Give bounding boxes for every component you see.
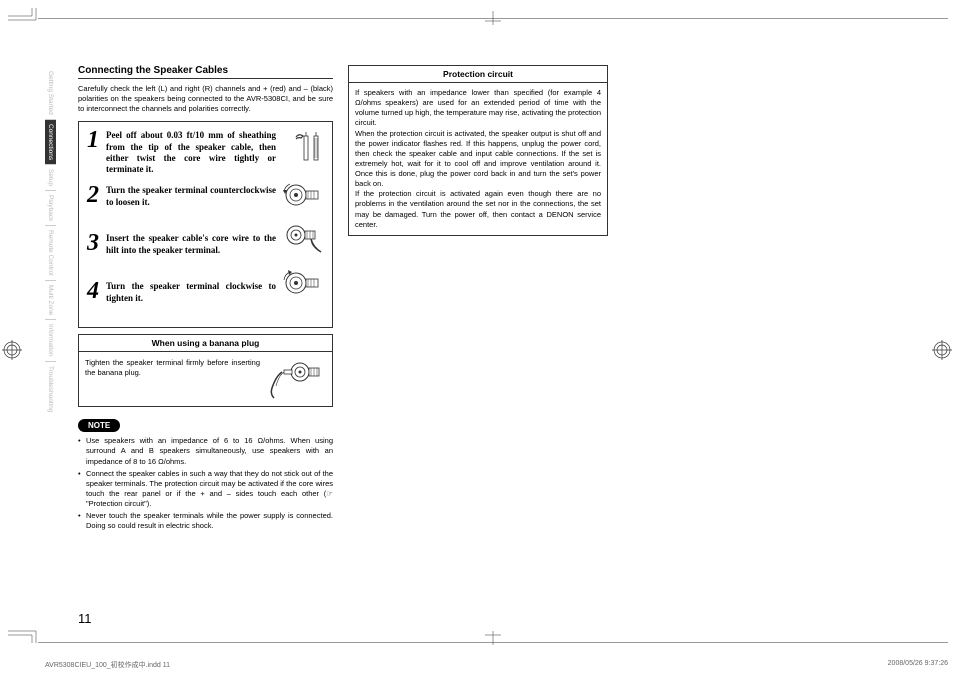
- sidebar-nav: Getting Started Connections Setup Playba…: [45, 67, 59, 459]
- banana-plug-text: Tighten the speaker terminal firmly befo…: [85, 358, 268, 400]
- note-item: Connect the speaker cables in such a way…: [78, 469, 333, 510]
- footer-filename: AVR5308CIEU_100_初校作成中.indd 11: [45, 660, 170, 670]
- content-area: Connecting the Speaker Cables Carefully …: [78, 65, 608, 533]
- note-item: Never touch the speaker terminals while …: [78, 511, 333, 531]
- note-item: Use speakers with an impedance of 6 to 1…: [78, 436, 333, 466]
- steps-box: 1 Peel off about 0.03 ft/10 mm of sheath…: [78, 121, 333, 328]
- section-heading: Connecting the Speaker Cables: [78, 65, 333, 79]
- sidebar-item-remote-control[interactable]: Remote Control: [45, 225, 56, 280]
- banana-plug-icon: [268, 358, 326, 400]
- banana-plug-box: When using a banana plug Tighten the spe…: [78, 334, 333, 407]
- center-mark-top: [485, 11, 501, 30]
- protection-paragraph: If the protection circuit is activated a…: [355, 189, 601, 230]
- sidebar-item-information[interactable]: Information: [45, 319, 56, 361]
- right-column: Protection circuit If speakers with an i…: [348, 65, 608, 236]
- note-list: Use speakers with an impedance of 6 to 1…: [78, 436, 333, 531]
- footer-timestamp: 2008/05/26 9:37:26: [888, 660, 948, 670]
- footer: AVR5308CIEU_100_初校作成中.indd 11 2008/05/26…: [45, 660, 948, 670]
- banana-plug-title: When using a banana plug: [79, 335, 332, 352]
- protection-circuit-text: If speakers with an impedance lower than…: [349, 83, 607, 235]
- tighten-terminal-icon: [282, 266, 324, 300]
- step-2: 2 Turn the speaker terminal counterclock…: [87, 185, 324, 223]
- crop-mark-top-left: [8, 8, 38, 26]
- protection-paragraph: When the protection circuit is activated…: [355, 129, 601, 190]
- center-mark-bottom: [485, 631, 501, 650]
- sidebar-item-multi-zone[interactable]: Multi Zone: [45, 280, 56, 319]
- sidebar-item-connections[interactable]: Connections: [45, 119, 56, 164]
- step-number: 3: [87, 233, 103, 253]
- step-number: 4: [87, 281, 103, 301]
- protection-paragraph: If speakers with an impedance lower than…: [355, 88, 601, 129]
- step-1: 1 Peel off about 0.03 ft/10 mm of sheath…: [87, 130, 324, 175]
- sidebar-item-playback[interactable]: Playback: [45, 190, 56, 225]
- step-number: 1: [87, 130, 103, 150]
- step-4: 4 Turn the speaker terminal clockwise to…: [87, 281, 324, 319]
- protection-circuit-box: Protection circuit If speakers with an i…: [348, 65, 608, 236]
- note-badge: NOTE: [78, 419, 120, 432]
- sidebar-item-troubleshooting[interactable]: Troubleshooting: [45, 361, 56, 416]
- registration-mark-left: [2, 340, 22, 365]
- peel-cable-icon: [282, 130, 324, 164]
- sidebar-item-getting-started[interactable]: Getting Started: [45, 67, 56, 119]
- insert-wire-icon: [282, 222, 324, 256]
- protection-circuit-title: Protection circuit: [349, 66, 607, 83]
- page-number: 11: [78, 611, 92, 626]
- crop-mark-bottom-left: [8, 625, 38, 643]
- loosen-terminal-icon: [282, 178, 324, 212]
- left-column: Connecting the Speaker Cables Carefully …: [78, 65, 333, 533]
- intro-paragraph: Carefully check the left (L) and right (…: [78, 84, 333, 113]
- sidebar-item-setup[interactable]: Setup: [45, 164, 56, 190]
- step-number: 2: [87, 185, 103, 205]
